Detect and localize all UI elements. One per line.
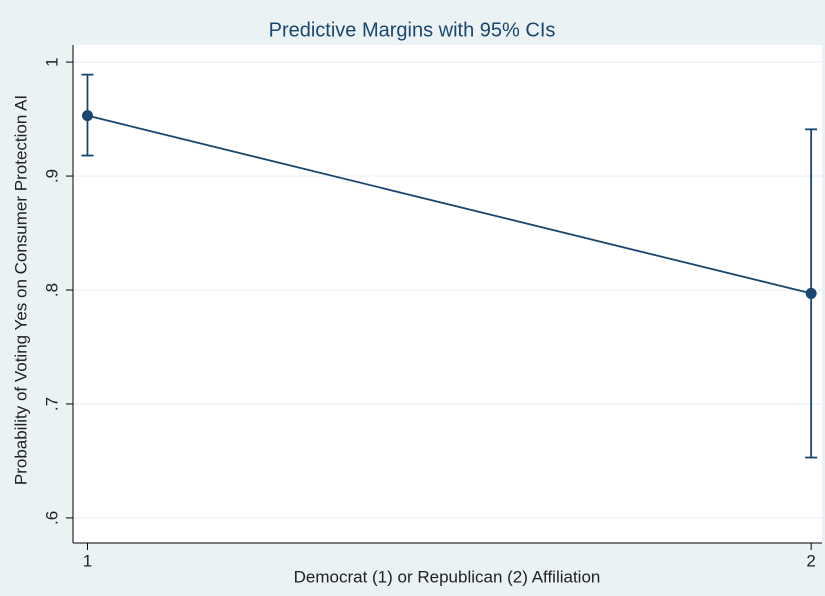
point	[81, 110, 93, 122]
plot-area	[73, 45, 822, 543]
y-tick-label: .7	[42, 397, 61, 411]
chart-title: Predictive Margins with 95% CIs	[269, 19, 556, 41]
y-tick-label: .9	[42, 169, 61, 183]
y-tick-label: 1	[42, 57, 61, 66]
y-axis-label: Probability of Voting Yes on Consumer Pr…	[11, 95, 30, 485]
x-tick-label: 1	[83, 551, 92, 570]
line	[87, 114, 812, 295]
x-tick-label: 2	[806, 551, 815, 570]
x-axis-label: Democrat (1) or Republican (2) Affiliati…	[294, 567, 601, 586]
point	[805, 287, 817, 299]
y-tick-label: .6	[42, 511, 61, 525]
y-tick-label: .8	[42, 283, 61, 297]
